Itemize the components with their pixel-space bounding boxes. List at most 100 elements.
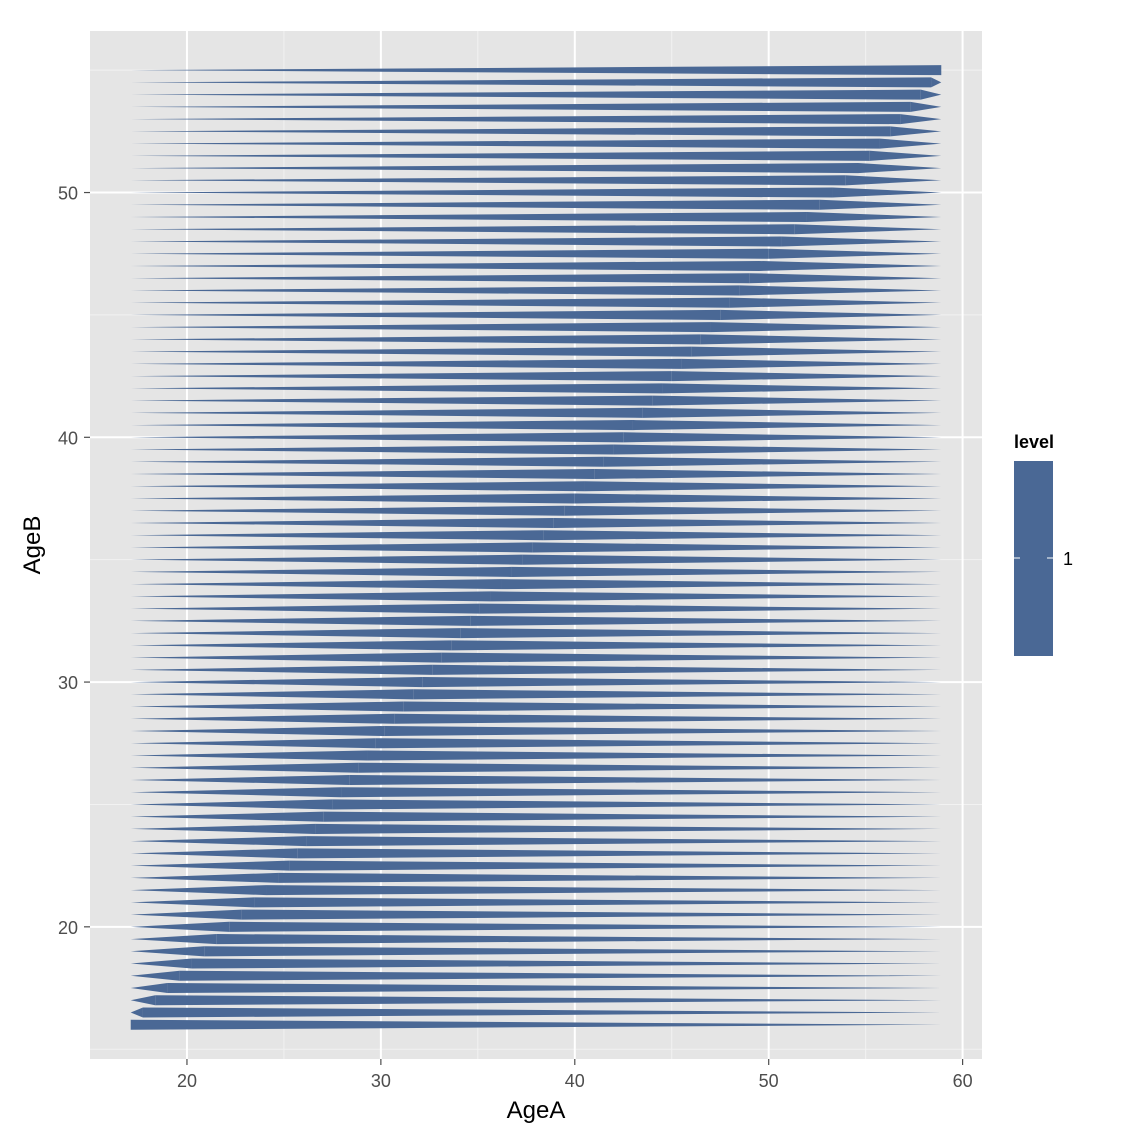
y-tick-label: 40 xyxy=(58,428,78,448)
area-band-left xyxy=(130,579,502,590)
area-band-right xyxy=(623,432,942,443)
area-band-left xyxy=(130,787,342,798)
area-band-left xyxy=(130,322,711,333)
area-band-right xyxy=(532,542,942,553)
area-band-right xyxy=(832,187,942,198)
area-band-left xyxy=(130,885,267,896)
area-band-right xyxy=(289,860,942,871)
area-band-right xyxy=(869,150,942,161)
area-band-right xyxy=(671,371,942,382)
area-band-right xyxy=(155,995,942,1006)
area-band-right xyxy=(441,652,942,663)
area-band-right xyxy=(358,762,942,773)
y-axis: 20 30 40 50 xyxy=(58,184,90,938)
area-band-right xyxy=(749,273,942,284)
area-band-left xyxy=(130,689,414,700)
area-band-left xyxy=(130,615,471,626)
y-tick-label: 30 xyxy=(58,673,78,693)
area-band-right xyxy=(460,628,942,639)
area-band-left xyxy=(130,628,461,639)
area-band-right xyxy=(204,946,942,957)
area-band-left xyxy=(130,970,180,981)
area-band-left xyxy=(130,456,604,467)
area-band-left xyxy=(130,836,307,847)
area-band-left xyxy=(130,260,759,271)
area-band-left xyxy=(130,224,795,235)
area-band-left xyxy=(130,505,565,516)
area-band-left xyxy=(130,603,480,614)
area-band-left xyxy=(130,407,643,418)
x-axis-title: AgeA xyxy=(507,1097,566,1124)
area-band-left xyxy=(130,946,205,957)
area-band-left xyxy=(130,517,554,528)
area-band-right xyxy=(179,970,942,981)
area-band-left xyxy=(130,285,740,296)
area-band-right xyxy=(553,517,942,528)
area-band-right xyxy=(700,334,942,345)
area-band-left xyxy=(130,554,523,565)
area-band-left xyxy=(130,640,452,651)
area-band-left xyxy=(130,1007,143,1018)
area-band-left xyxy=(130,395,653,406)
area-band-right xyxy=(501,579,942,590)
legend-title: level xyxy=(1014,432,1054,452)
area-band-right xyxy=(794,224,942,235)
area-band-right xyxy=(511,566,942,577)
area-band-right xyxy=(341,787,942,798)
area-band-left xyxy=(130,799,333,810)
area-band-left xyxy=(130,65,942,76)
area-band-right xyxy=(642,407,942,418)
y-tick-label: 50 xyxy=(58,184,78,204)
area-band-right xyxy=(781,236,942,247)
area-band-right xyxy=(191,958,942,969)
area-band-left xyxy=(130,726,385,737)
area-band-left xyxy=(130,848,298,859)
area-band-right xyxy=(574,493,942,504)
area-band-right xyxy=(910,101,942,112)
area-band-left xyxy=(130,273,750,284)
area-band-right xyxy=(729,297,942,308)
area-band-right xyxy=(315,823,942,834)
area-band-left xyxy=(130,921,230,932)
area-band-right xyxy=(845,175,942,186)
area-band-right xyxy=(384,726,942,737)
area-band-right xyxy=(422,677,942,688)
area-band-right xyxy=(564,505,942,516)
area-band-left xyxy=(130,811,324,822)
area-band-left xyxy=(130,150,870,161)
area-band-left xyxy=(130,774,350,785)
area-band-right xyxy=(266,885,942,896)
area-band-right xyxy=(297,848,942,859)
area-band-left xyxy=(130,701,404,712)
area-band-right xyxy=(806,212,942,223)
area-band-right xyxy=(216,934,942,945)
area-band-right xyxy=(278,872,942,883)
area-band-left xyxy=(130,713,395,724)
area-band-right xyxy=(490,591,942,602)
area-band-right xyxy=(584,481,942,492)
area-band-right xyxy=(759,260,942,271)
area-band-left xyxy=(130,860,290,871)
area-band-left xyxy=(130,652,442,663)
area-band-left xyxy=(130,958,192,969)
area-band-left xyxy=(130,481,585,492)
area-band-left xyxy=(130,591,491,602)
area-band-right xyxy=(710,322,942,333)
x-tick-label: 30 xyxy=(371,1071,391,1091)
legend: level 1 xyxy=(1014,432,1073,656)
legend-label: 1 xyxy=(1063,549,1073,569)
area-band-left xyxy=(130,236,782,247)
area-band-right xyxy=(306,836,942,847)
area-band-left xyxy=(130,346,692,357)
area-band-left xyxy=(130,872,279,883)
area-band-right xyxy=(142,1007,942,1018)
area-band-left xyxy=(130,334,701,345)
area-band-right xyxy=(375,738,942,749)
area-band-left xyxy=(130,383,663,394)
area-band-right xyxy=(768,248,942,259)
area-band-right xyxy=(662,383,942,394)
area-band-right xyxy=(890,126,942,137)
area-band-left xyxy=(130,750,368,761)
area-band-right xyxy=(323,811,942,822)
area-band-right xyxy=(632,420,942,431)
